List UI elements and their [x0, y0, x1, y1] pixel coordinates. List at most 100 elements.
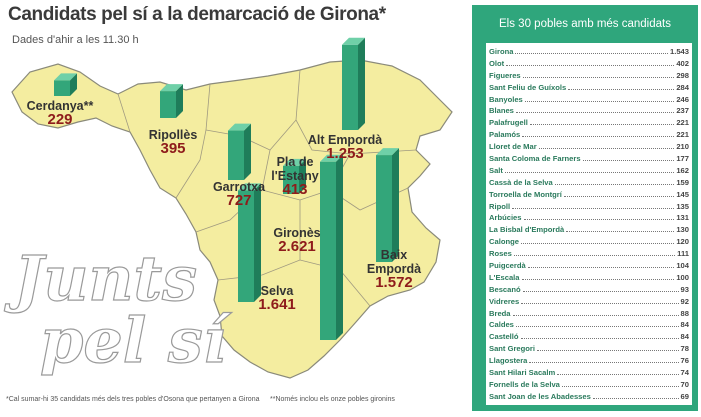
- table-row: Palafrugell 221: [486, 118, 692, 130]
- leader: [557, 374, 679, 376]
- table-row: Breda 88: [486, 309, 692, 321]
- table-row: Puigcerdà 104: [486, 261, 692, 273]
- bar: [54, 80, 70, 96]
- leader: [529, 124, 675, 126]
- leader: [522, 136, 675, 138]
- bars: [54, 37, 399, 340]
- town: Arbúcies: [489, 213, 522, 223]
- region-name: Gironès: [273, 226, 321, 240]
- table-row: Sant Feliu de Guíxols 284: [486, 83, 692, 95]
- leader: [582, 160, 675, 162]
- bar-side: [299, 158, 306, 194]
- bar-top: [376, 148, 399, 156]
- region-name: Ripollès: [148, 128, 198, 142]
- title: Candidats pel sí a la demarcació de Giro…: [8, 4, 386, 25]
- leader: [512, 207, 675, 209]
- town: Roses: [489, 249, 512, 259]
- region-name: Pla de l'Estany: [271, 155, 319, 183]
- map: Junts pel sí: [3, 37, 453, 379]
- leader: [520, 243, 675, 245]
- bar-side: [70, 73, 77, 96]
- logo: Junts pel sí: [3, 241, 232, 377]
- town: Figueres: [489, 70, 521, 80]
- town: L'Escala: [489, 272, 520, 282]
- town: Llagostera: [489, 356, 528, 366]
- table-row: Vidreres 92: [486, 297, 692, 309]
- count: 159: [676, 177, 689, 187]
- bar-side: [244, 123, 251, 180]
- count: 145: [676, 189, 689, 199]
- count: 1.543: [669, 47, 689, 56]
- leader: [504, 171, 675, 173]
- town: Palafrugell: [489, 118, 528, 128]
- region-label: Cerdanya** 229: [18, 99, 102, 127]
- leader: [554, 183, 675, 185]
- count: 70: [680, 379, 689, 389]
- count: 130: [676, 225, 689, 235]
- bar-side: [176, 84, 183, 118]
- count: 93: [680, 284, 689, 294]
- table-row: Olot 402: [486, 59, 692, 71]
- bar-3d: [228, 123, 251, 180]
- town: Calonge: [489, 237, 519, 247]
- footnote: **Només inclou els onze pobles gironins: [270, 396, 395, 403]
- bar-top: [342, 37, 365, 45]
- leader: [538, 148, 675, 150]
- table-row: Arbúcies 131: [486, 213, 692, 225]
- region-label: Pla de l'Estany 413: [270, 155, 320, 197]
- region-label: Alt Empordà 1.253: [300, 133, 390, 161]
- region-value: 413: [282, 181, 308, 198]
- count: 69: [680, 391, 689, 401]
- leader: [568, 88, 675, 90]
- leader: [520, 338, 679, 340]
- ranking-list: Girona 1.543 Olot 402 Figueres 298 Sant Feliu …: [486, 43, 692, 405]
- town: Castelló: [489, 332, 519, 342]
- town: Girona: [489, 47, 514, 56]
- table-row: La Bisbal d'Empordà 130: [486, 225, 692, 237]
- town: Salt: [489, 165, 503, 175]
- leader: [522, 76, 675, 78]
- count: 88: [680, 308, 689, 318]
- town: Olot: [489, 58, 505, 68]
- bar: [320, 161, 336, 340]
- region-name: Alt Empordà: [307, 133, 383, 147]
- leader: [523, 219, 675, 221]
- table-row: Roses 111: [486, 249, 692, 261]
- region-value: 2.621: [278, 238, 316, 255]
- town: Fornells de la Selva: [489, 379, 560, 389]
- town: Puigcerdà: [489, 261, 526, 271]
- footnote: *Cal sumar-hi 35 candidats més dels tres…: [6, 396, 260, 403]
- count: 221: [676, 118, 689, 128]
- town: Ripoll: [489, 201, 511, 211]
- region-value: 229: [47, 111, 73, 128]
- leader: [506, 64, 675, 66]
- count: 84: [680, 332, 689, 342]
- bar-3d: [342, 37, 365, 130]
- count: 246: [676, 94, 689, 104]
- table-row: Ripoll 135: [486, 202, 692, 214]
- table-row: Salt 162: [486, 166, 692, 178]
- bar: [342, 44, 358, 130]
- subtitle: Dades d'ahir a les 11.30 h: [12, 34, 139, 46]
- region-label: Garrotxa 727: [206, 180, 272, 208]
- region-value: 727: [226, 192, 252, 209]
- town: Torroella de Montgrí: [489, 189, 562, 199]
- bar-3d: [54, 73, 77, 96]
- town: Sant Hilari Sacalm: [489, 368, 556, 378]
- bar-side: [336, 154, 343, 340]
- region-name: Cerdanya**: [26, 99, 94, 113]
- leader: [512, 314, 679, 316]
- region-label: Gironès 2.621: [270, 226, 324, 254]
- leader: [563, 195, 675, 197]
- leader: [515, 53, 668, 54]
- count: 78: [680, 344, 689, 354]
- bar: [160, 91, 176, 118]
- region-value: 395: [160, 140, 186, 157]
- count: 92: [680, 296, 689, 306]
- region-label: Baix Empordà 1.572: [362, 248, 426, 290]
- bar-top: [54, 73, 77, 81]
- leader: [513, 255, 676, 257]
- table-row: Banyoles 246: [486, 95, 692, 107]
- leader: [515, 326, 679, 328]
